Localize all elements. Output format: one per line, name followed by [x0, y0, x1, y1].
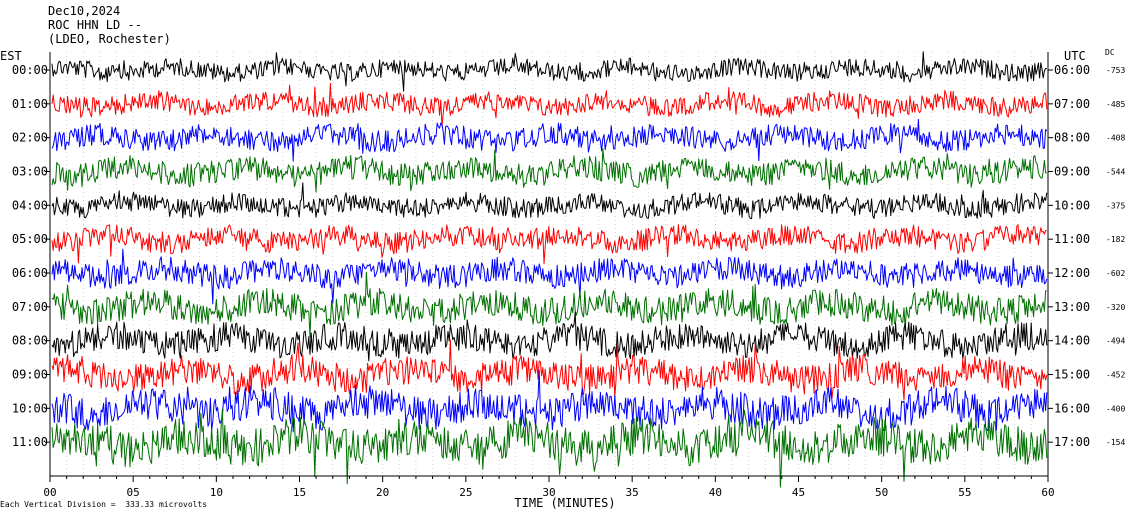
trace-row-0700: [51, 271, 1047, 338]
row-label-utc: 11:00: [1054, 232, 1090, 246]
dc-offset-label: -375: [1106, 201, 1125, 210]
row-label-utc: 12:00: [1054, 266, 1090, 280]
row-label-utc: 17:00: [1054, 435, 1090, 449]
row-label-est: 11:00: [12, 435, 48, 449]
dc-offset-label: -753: [1106, 66, 1125, 75]
axis-labels: 00 05 10 15 20 25 30 35 40 45 50 55 60 00:00 06:00 -753…: [12, 63, 1126, 499]
dc-offset-label: -182: [1106, 235, 1125, 244]
est-axis-label: EST: [0, 49, 22, 63]
row-label-est: 10:00: [12, 401, 48, 415]
row-label-est: 06:00: [12, 266, 48, 280]
trace-row-0500: [51, 224, 1047, 265]
dc-offset-label: -320: [1106, 303, 1125, 312]
network-label: (LDEO, Rochester): [48, 32, 171, 46]
trace-row-1000: [51, 369, 1048, 433]
row-label-utc: 08:00: [1054, 131, 1090, 145]
dc-column-label: DC: [1105, 48, 1115, 57]
row-label-est: 03:00: [12, 165, 48, 179]
x-tick-label: 30: [542, 486, 555, 499]
row-label-utc: 16:00: [1054, 401, 1090, 415]
x-tick-label: 00: [43, 486, 56, 499]
x-tick-label: 55: [958, 486, 971, 499]
row-label-est: 08:00: [12, 334, 48, 348]
dc-offset-label: -494: [1106, 337, 1125, 346]
x-tick-label: 60: [1041, 486, 1054, 499]
x-tick-label: 05: [127, 486, 140, 499]
row-label-utc: 09:00: [1054, 165, 1090, 179]
row-label-est: 00:00: [12, 63, 48, 77]
x-tick-label: 40: [709, 486, 722, 499]
row-label-utc: 15:00: [1054, 368, 1090, 382]
x-tick-label: 35: [626, 486, 639, 499]
x-tick-label: 10: [210, 486, 223, 499]
dc-offset-label: -452: [1106, 371, 1125, 380]
plot-header: Dec10,2024 ROC HHN LD -- (LDEO, Rocheste…: [48, 4, 171, 46]
row-label-utc: 07:00: [1054, 97, 1090, 111]
row-label-est: 05:00: [12, 232, 48, 246]
trace-row-0100: [51, 82, 1048, 127]
dc-offset-label: -485: [1106, 100, 1125, 109]
trace-row-0800: [51, 311, 1048, 362]
row-label-est: 07:00: [12, 300, 48, 314]
x-tick-label: 45: [792, 486, 805, 499]
dc-offset-label: -602: [1106, 269, 1125, 278]
row-label-est: 09:00: [12, 368, 48, 382]
row-label-utc: 10:00: [1054, 198, 1090, 212]
trace-row-0600: [51, 248, 1048, 305]
row-label-utc: 06:00: [1054, 63, 1090, 77]
dc-offset-label: -400: [1106, 404, 1125, 413]
plot-frame: [45, 52, 1053, 482]
utc-axis-label: UTC: [1064, 49, 1086, 63]
dc-offset-label: -154: [1106, 438, 1125, 447]
trace-row-1100: [51, 408, 1048, 488]
vertical-division-note: Each Vertical Division = 333.33 microvol…: [0, 500, 208, 509]
trace-row-0900: [51, 339, 1048, 401]
row-label-utc: 13:00: [1054, 300, 1090, 314]
row-label-est: 01:00: [12, 97, 48, 111]
row-label-utc: 14:00: [1054, 334, 1090, 348]
dc-offset-label: -408: [1106, 134, 1125, 143]
row-label-est: 02:00: [12, 131, 48, 145]
x-axis-title: TIME (MINUTES): [514, 496, 616, 510]
trace-row-0200: [51, 118, 1048, 162]
trace-layer: [51, 51, 1048, 488]
date-label: Dec10,2024: [48, 4, 121, 18]
station-label: ROC HHN LD --: [48, 18, 142, 32]
x-tick-label: 20: [376, 486, 389, 499]
trace-row-0400: [51, 182, 1048, 220]
trace-row-0300: [51, 148, 1047, 193]
x-tick-label: 50: [875, 486, 888, 499]
dc-offset-label: -544: [1106, 168, 1125, 177]
x-tick-label: 15: [293, 486, 306, 499]
trace-row-0000: [51, 51, 1047, 92]
row-label-est: 04:00: [12, 198, 48, 212]
x-tick-label: 25: [459, 486, 472, 499]
